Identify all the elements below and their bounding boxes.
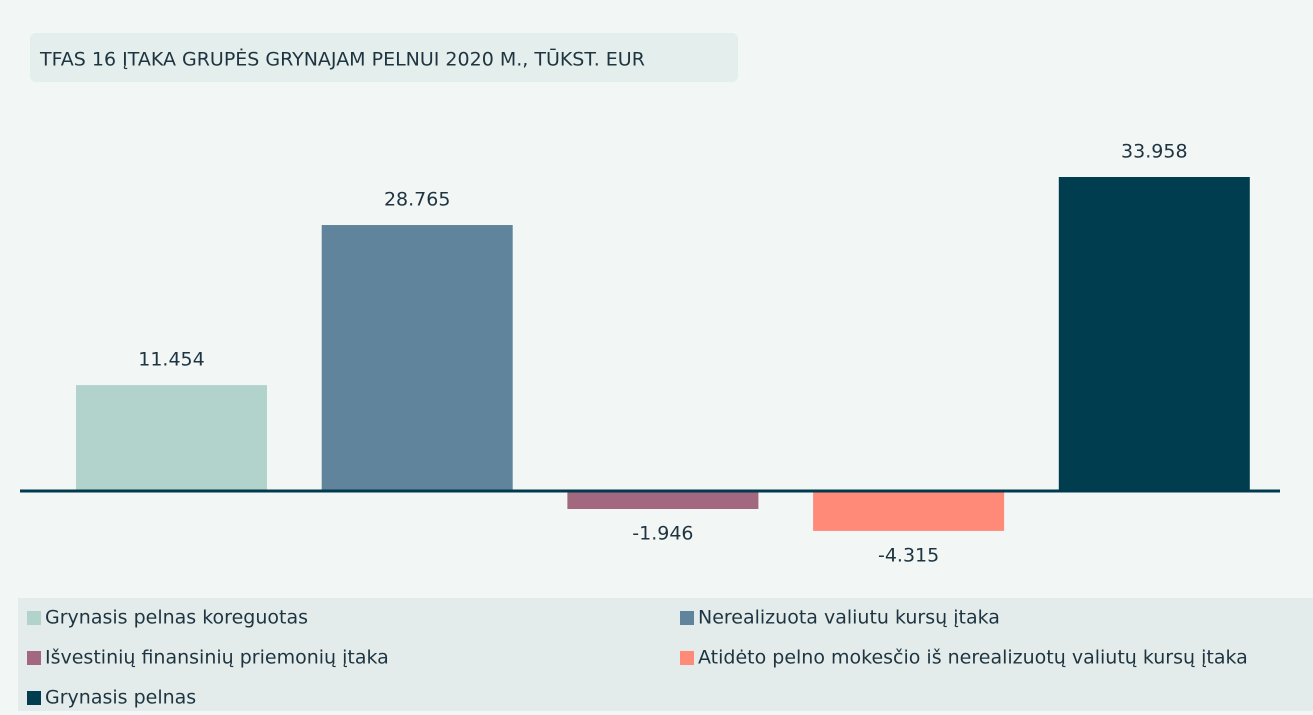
bar <box>567 491 759 509</box>
legend-swatch <box>27 651 41 665</box>
legend-label: Nerealizuota valiutu kursų įtaka <box>698 607 1000 629</box>
legend-label: Grynasis pelnas koreguotas <box>45 607 308 629</box>
title-box <box>30 33 738 82</box>
legend-swatch <box>680 651 694 665</box>
bar <box>321 225 513 492</box>
legend-box <box>18 598 1313 711</box>
data-label: 28.765 <box>384 189 450 211</box>
data-label: -1.946 <box>632 522 693 544</box>
legend-label: Išvestinių finansinių priemonių įtaka <box>45 647 389 669</box>
bar <box>1058 177 1250 491</box>
chart-title: TFAS 16 ĮTAKA GRUPĖS GRYNAJAM PELNUI 202… <box>39 47 645 71</box>
legend-swatch <box>680 611 694 625</box>
bar <box>813 491 1005 531</box>
data-label: 33.958 <box>1121 141 1187 163</box>
legend-label: Grynasis pelnas <box>45 687 196 709</box>
legend-swatch <box>27 611 41 625</box>
bar <box>76 385 267 491</box>
legend-swatch <box>27 691 41 705</box>
legend-label: Atidėto pelno mokesčio iš nerealizuotų v… <box>698 647 1248 669</box>
data-label: 11.454 <box>138 349 204 371</box>
data-label: -4.315 <box>878 544 939 566</box>
